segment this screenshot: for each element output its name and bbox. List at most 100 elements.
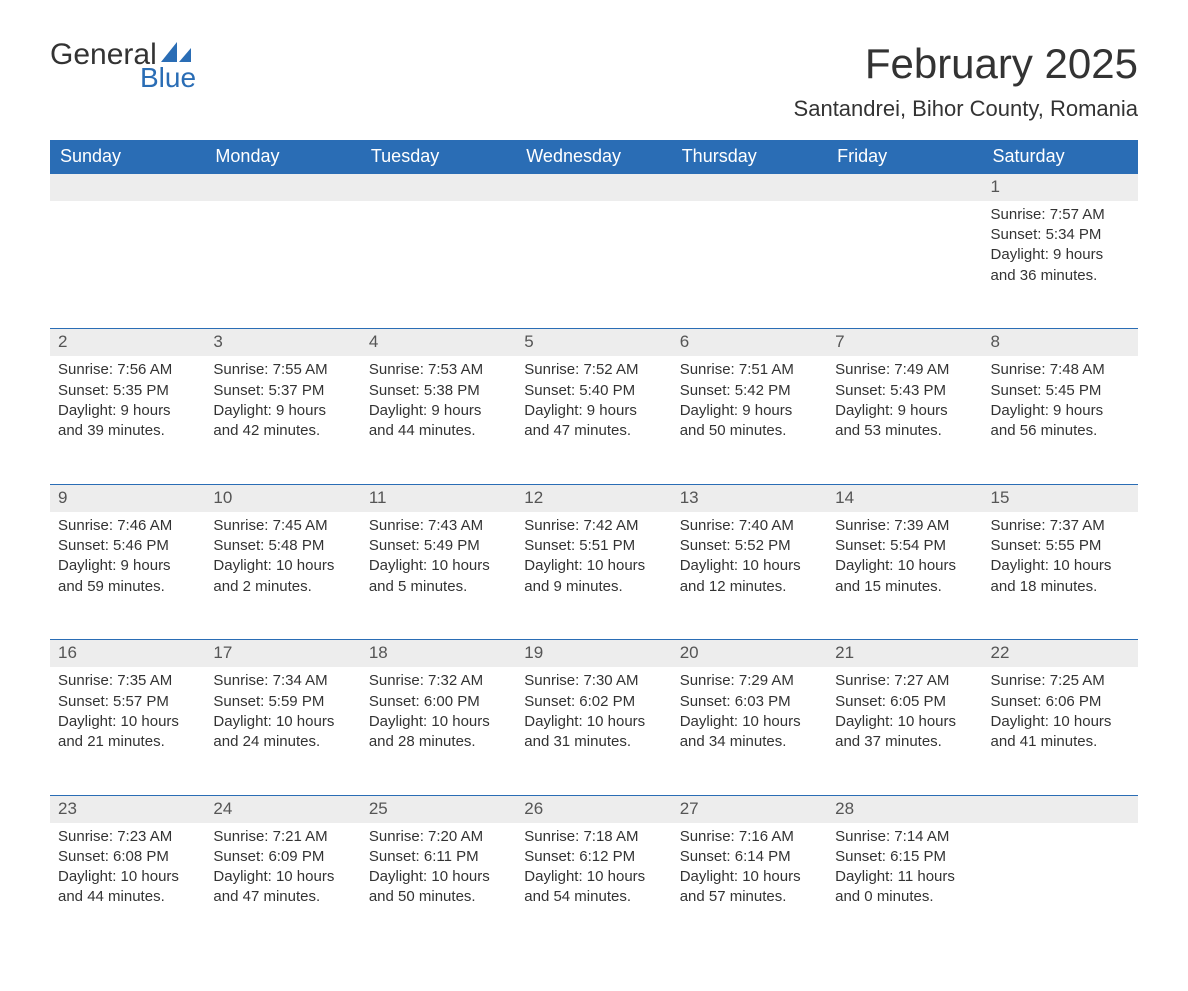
sunrise-text: Sunrise: 7:27 AM (835, 672, 949, 689)
sunset-text: Sunset: 5:51 PM (524, 537, 635, 554)
location-label: Santandrei, Bihor County, Romania (794, 96, 1138, 122)
day-detail-cell (672, 201, 827, 329)
sunset-text: Sunset: 6:15 PM (835, 848, 946, 865)
day-number-cell: 3 (205, 329, 360, 356)
day-number-cell: 2 (50, 329, 205, 356)
daylight-text: Daylight: 10 hours and 12 minutes. (680, 557, 801, 594)
sunset-text: Sunset: 6:03 PM (680, 693, 791, 710)
day-number-cell (205, 174, 360, 201)
day-number-cell (983, 795, 1138, 822)
day-detail-cell: Sunrise: 7:25 AMSunset: 6:06 PMDaylight:… (983, 667, 1138, 795)
weekday-header: Saturday (983, 140, 1138, 174)
day-detail-cell (827, 201, 982, 329)
day-detail-cell: Sunrise: 7:51 AMSunset: 5:42 PMDaylight:… (672, 356, 827, 484)
sunset-text: Sunset: 5:37 PM (213, 382, 324, 399)
day-number-cell: 27 (672, 795, 827, 822)
sunrise-text: Sunrise: 7:23 AM (58, 828, 172, 845)
day-number-cell: 25 (361, 795, 516, 822)
day-detail-row: Sunrise: 7:23 AM Sunset: 6:08 PM Daylight:… (50, 823, 1138, 951)
weekday-header: Wednesday (516, 140, 671, 174)
daylight-text: Daylight: 9 hours and 47 minutes. (524, 402, 637, 439)
sunrise-text: Sunrise: 7:34 AM (213, 672, 327, 689)
calendar-table: SundayMondayTuesdayWednesdayThursdayFrid… (50, 140, 1138, 951)
day-number-cell: 4 (361, 329, 516, 356)
sunrise-text: Sunrise: 7:53 AM (369, 361, 483, 378)
day-detail-cell: Sunrise: 7:18 AMSunset: 6:12 PMDaylight:… (516, 823, 671, 951)
sunset-text: Sunset: 6:09 PM (213, 848, 324, 865)
sunrise-text: Sunrise: 7:30 AM (524, 672, 638, 689)
daylight-text: Daylight: 9 hours and 53 minutes. (835, 402, 948, 439)
sunrise-text: Sunrise: 7:40 AM (680, 517, 794, 534)
daylight-text: Daylight: 9 hours and 44 minutes. (369, 402, 482, 439)
daylight-text: Daylight: 10 hours and 2 minutes. (213, 557, 334, 594)
sunset-text: Sunset: 5:59 PM (213, 693, 324, 710)
sunrise-text: Sunrise: 7:25 AM (991, 672, 1105, 689)
day-number-cell: 13 (672, 484, 827, 511)
day-number-cell: 19 (516, 640, 671, 667)
day-number-cell: 22 (983, 640, 1138, 667)
header: General Blue February 2025 Santandrei, B… (50, 40, 1138, 122)
daylight-text: Daylight: 10 hours and 47 minutes. (213, 868, 334, 905)
day-detail-cell: Sunrise: 7:14 AM Sunset: 6:15 PM Daylight:… (827, 823, 982, 951)
day-number-row: 2345678 (50, 329, 1138, 356)
weekday-header: Thursday (672, 140, 827, 174)
day-detail-cell: Sunrise: 7:21 AMSunset: 6:09 PMDaylight:… (205, 823, 360, 951)
day-number-cell: 12 (516, 484, 671, 511)
day-number-row: 1 (50, 174, 1138, 201)
sunrise-text: Sunrise: 7:49 AM (835, 361, 949, 378)
day-detail-cell: Sunrise: 7:56 AMSunset: 5:35 PMDaylight:… (50, 356, 205, 484)
day-number-cell (827, 174, 982, 201)
sunrise-text: Sunrise: 7:56 AM (58, 361, 172, 378)
sunrise-text: Sunrise: 7:48 AM (991, 361, 1105, 378)
day-detail-cell: Sunrise: 7:45 AM Sunset: 5:48 PM Daylight:… (205, 512, 360, 640)
daylight-text: Daylight: 10 hours and 21 minutes. (58, 713, 179, 750)
daylight-text: Daylight: 10 hours and 28 minutes. (369, 713, 490, 750)
daylight-text: Daylight: 10 hours and 57 minutes. (680, 868, 801, 905)
day-number-cell (672, 174, 827, 201)
day-detail-cell: Sunrise: 7:42 AM Sunset: 5:51 PM Daylight:… (516, 512, 671, 640)
day-detail-cell (516, 201, 671, 329)
sunrise-text: Sunrise: 7:20 AM (369, 828, 483, 845)
sunset-text: Sunset: 6:00 PM (369, 693, 480, 710)
sunrise-text: Sunrise: 7:51 AM (680, 361, 794, 378)
sunrise-text: Sunrise: 7:42 AM (524, 517, 638, 534)
sunset-text: Sunset: 5:48 PM (213, 537, 324, 554)
sunset-text: Sunset: 6:08 PM (58, 848, 169, 865)
daylight-text: Daylight: 10 hours and 9 minutes. (524, 557, 645, 594)
sunset-text: Sunset: 5:55 PM (991, 537, 1102, 554)
day-detail-cell: Sunrise: 7:52 AMSunset: 5:40 PMDaylight:… (516, 356, 671, 484)
sunrise-text: Sunrise: 7:46 AM (58, 517, 172, 534)
weekday-header: Tuesday (361, 140, 516, 174)
sunrise-text: Sunrise: 7:18 AM (524, 828, 638, 845)
sunset-text: Sunset: 5:57 PM (58, 693, 169, 710)
sunrise-text: Sunrise: 7:43 AM (369, 517, 483, 534)
sunrise-text: Sunrise: 7:37 AM (991, 517, 1105, 534)
day-detail-cell: Sunrise: 7:27 AMSunset: 6:05 PMDaylight:… (827, 667, 982, 795)
day-number-cell: 16 (50, 640, 205, 667)
logo-word2: Blue (140, 64, 196, 92)
sunset-text: Sunset: 5:35 PM (58, 382, 169, 399)
day-detail-cell: Sunrise: 7:39 AMSunset: 5:54 PMDaylight:… (827, 512, 982, 640)
sunrise-text: Sunrise: 7:45 AM (213, 517, 327, 534)
day-number-cell (50, 174, 205, 201)
weekday-header: Friday (827, 140, 982, 174)
sunrise-text: Sunrise: 7:14 AM (835, 828, 949, 845)
day-detail-cell: Sunrise: 7:37 AMSunset: 5:55 PMDaylight:… (983, 512, 1138, 640)
day-number-row: 16171819202122 (50, 640, 1138, 667)
daylight-text: Daylight: 9 hours and 59 minutes. (58, 557, 171, 594)
sunrise-text: Sunrise: 7:35 AM (58, 672, 172, 689)
day-number-cell: 6 (672, 329, 827, 356)
weekday-header: Monday (205, 140, 360, 174)
day-number-cell: 8 (983, 329, 1138, 356)
sunset-text: Sunset: 5:46 PM (58, 537, 169, 554)
day-number-cell: 24 (205, 795, 360, 822)
day-detail-row: Sunrise: 7:56 AM Sunset: 5:35 PM Daylight:… (50, 356, 1138, 484)
day-number-cell: 1 (983, 174, 1138, 201)
sunrise-text: Sunrise: 7:16 AM (680, 828, 794, 845)
day-detail-cell (50, 201, 205, 329)
daylight-text: Daylight: 11 hours and 0 minutes. (835, 868, 955, 905)
day-number-row: 232425262728 (50, 795, 1138, 822)
day-detail-cell: Sunrise: 7:46 AM Sunset: 5:46 PM Daylight:… (50, 512, 205, 640)
daylight-text: Daylight: 10 hours and 54 minutes. (524, 868, 645, 905)
day-number-cell: 10 (205, 484, 360, 511)
